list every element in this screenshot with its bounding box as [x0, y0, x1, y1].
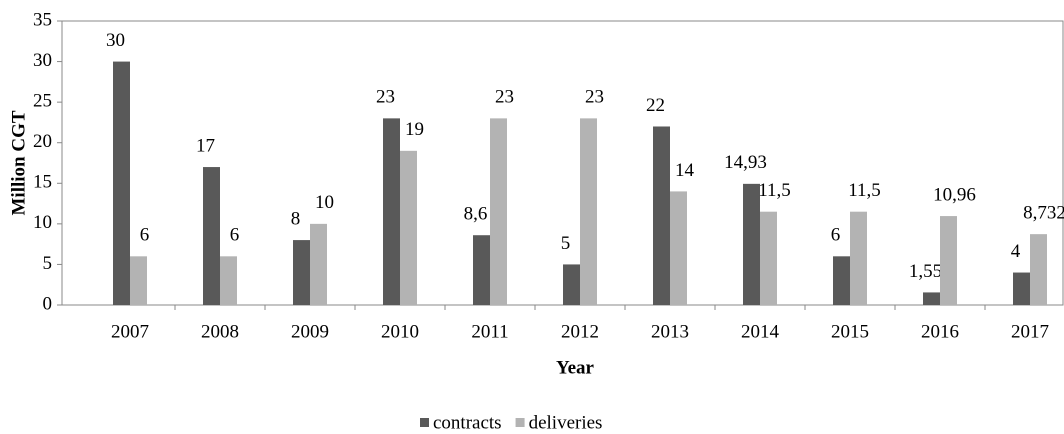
x-tick-label: 2012	[561, 321, 599, 342]
legend-swatch	[420, 418, 429, 427]
y-tick-label: 5	[43, 253, 53, 274]
bar	[400, 150, 417, 305]
bar	[383, 118, 400, 305]
bar	[113, 61, 130, 306]
y-tick-label: 20	[33, 131, 52, 152]
data-label: 8,732	[1023, 203, 1064, 224]
bar	[1030, 234, 1047, 305]
data-label: 23	[376, 87, 395, 108]
data-label: 8	[291, 208, 301, 229]
x-tick-label: 2009	[291, 321, 329, 342]
data-label: 4	[1011, 241, 1021, 262]
y-axis-title: Million CGT	[8, 110, 29, 215]
y-tick-label: 30	[33, 50, 52, 71]
bar	[563, 264, 580, 305]
legend-label: deliveries	[529, 412, 603, 433]
bar	[1013, 272, 1030, 305]
data-label: 23	[495, 87, 514, 108]
data-label: 23	[585, 87, 604, 108]
bar	[670, 191, 687, 305]
x-tick-label: 2015	[831, 321, 869, 342]
data-label: 17	[196, 135, 215, 156]
x-tick-label: 2007	[111, 321, 149, 342]
data-label: 6	[140, 225, 150, 246]
bar	[653, 126, 670, 305]
x-tick-label: 2016	[921, 321, 959, 342]
data-label: 14	[675, 160, 695, 181]
bar	[310, 223, 327, 305]
bar	[473, 235, 490, 305]
bar	[923, 292, 940, 305]
legend-label: contracts	[433, 412, 502, 433]
bar	[940, 216, 957, 305]
data-label: 6	[230, 225, 240, 246]
data-label: 11,5	[758, 180, 791, 201]
data-label: 14,93	[724, 152, 767, 173]
bar	[580, 118, 597, 305]
data-label: 10	[315, 192, 334, 213]
y-tick-label: 35	[33, 9, 52, 30]
y-tick-label: 0	[43, 293, 53, 314]
data-label: 5	[561, 233, 571, 254]
y-tick-label: 25	[33, 91, 52, 112]
y-tick-label: 10	[33, 212, 52, 233]
bar	[130, 256, 147, 305]
bar	[203, 167, 220, 305]
data-label: 19	[405, 119, 424, 140]
bar	[220, 256, 237, 305]
x-tick-label: 2017	[1011, 321, 1049, 342]
data-label: 1,55	[909, 261, 942, 282]
bar	[760, 211, 777, 305]
plot-frame	[61, 20, 1064, 306]
x-axis-title: Year	[556, 357, 595, 378]
data-label: 22	[646, 95, 665, 116]
x-tick-label: 2011	[471, 321, 508, 342]
bar	[743, 183, 760, 305]
data-label: 6	[831, 225, 841, 246]
legend-swatch	[515, 418, 525, 427]
data-label: 8,6	[464, 204, 488, 225]
x-tick-label: 2010	[381, 321, 419, 342]
data-label: 10,96	[933, 184, 976, 205]
data-label: 11,5	[848, 180, 881, 201]
bar	[293, 240, 310, 305]
x-tick-label: 2014	[741, 321, 780, 342]
bar	[850, 211, 867, 305]
bar	[490, 118, 507, 305]
data-label: 30	[106, 30, 125, 51]
x-tick-label: 2008	[201, 321, 239, 342]
bar	[833, 256, 850, 305]
y-tick-label: 15	[33, 172, 52, 193]
x-tick-label: 2013	[651, 321, 689, 342]
